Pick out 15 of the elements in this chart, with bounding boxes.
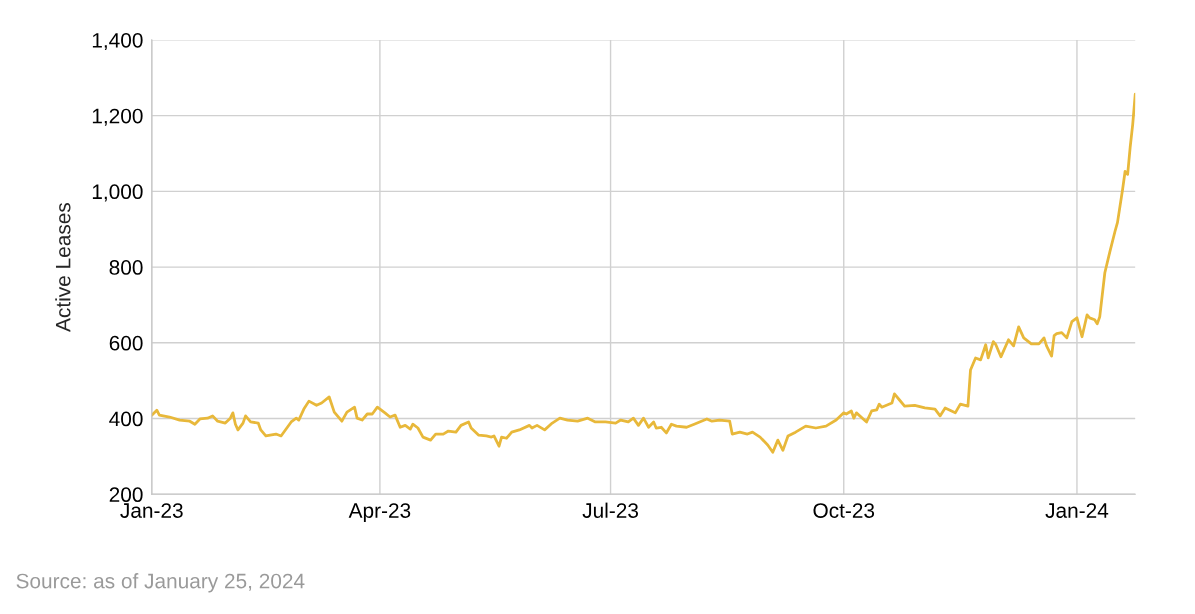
y-tick-label: 600 bbox=[109, 335, 143, 351]
y-axis-title: Active Leases bbox=[55, 202, 71, 332]
y-tick-label: 200 bbox=[109, 487, 143, 503]
y-tick-label: 1,000 bbox=[92, 184, 143, 202]
y-tick-label: 800 bbox=[109, 260, 143, 275]
source-note: Source: as of January 25, 2024 bbox=[16, 573, 305, 593]
x-tick-label: Oct-23 bbox=[813, 503, 875, 518]
y-tick-label: 1,200 bbox=[92, 108, 143, 126]
x-tick-label: Jan-24 bbox=[1045, 503, 1109, 518]
x-tick-label: Apr-23 bbox=[348, 503, 411, 523]
x-tick-label: Jul-23 bbox=[582, 502, 639, 518]
y-tick-label: 400 bbox=[109, 411, 143, 427]
y-tick-label: 1,400 bbox=[92, 32, 143, 51]
line-series bbox=[151, 92, 1136, 454]
x-tick-label: Jan-23 bbox=[120, 503, 183, 518]
